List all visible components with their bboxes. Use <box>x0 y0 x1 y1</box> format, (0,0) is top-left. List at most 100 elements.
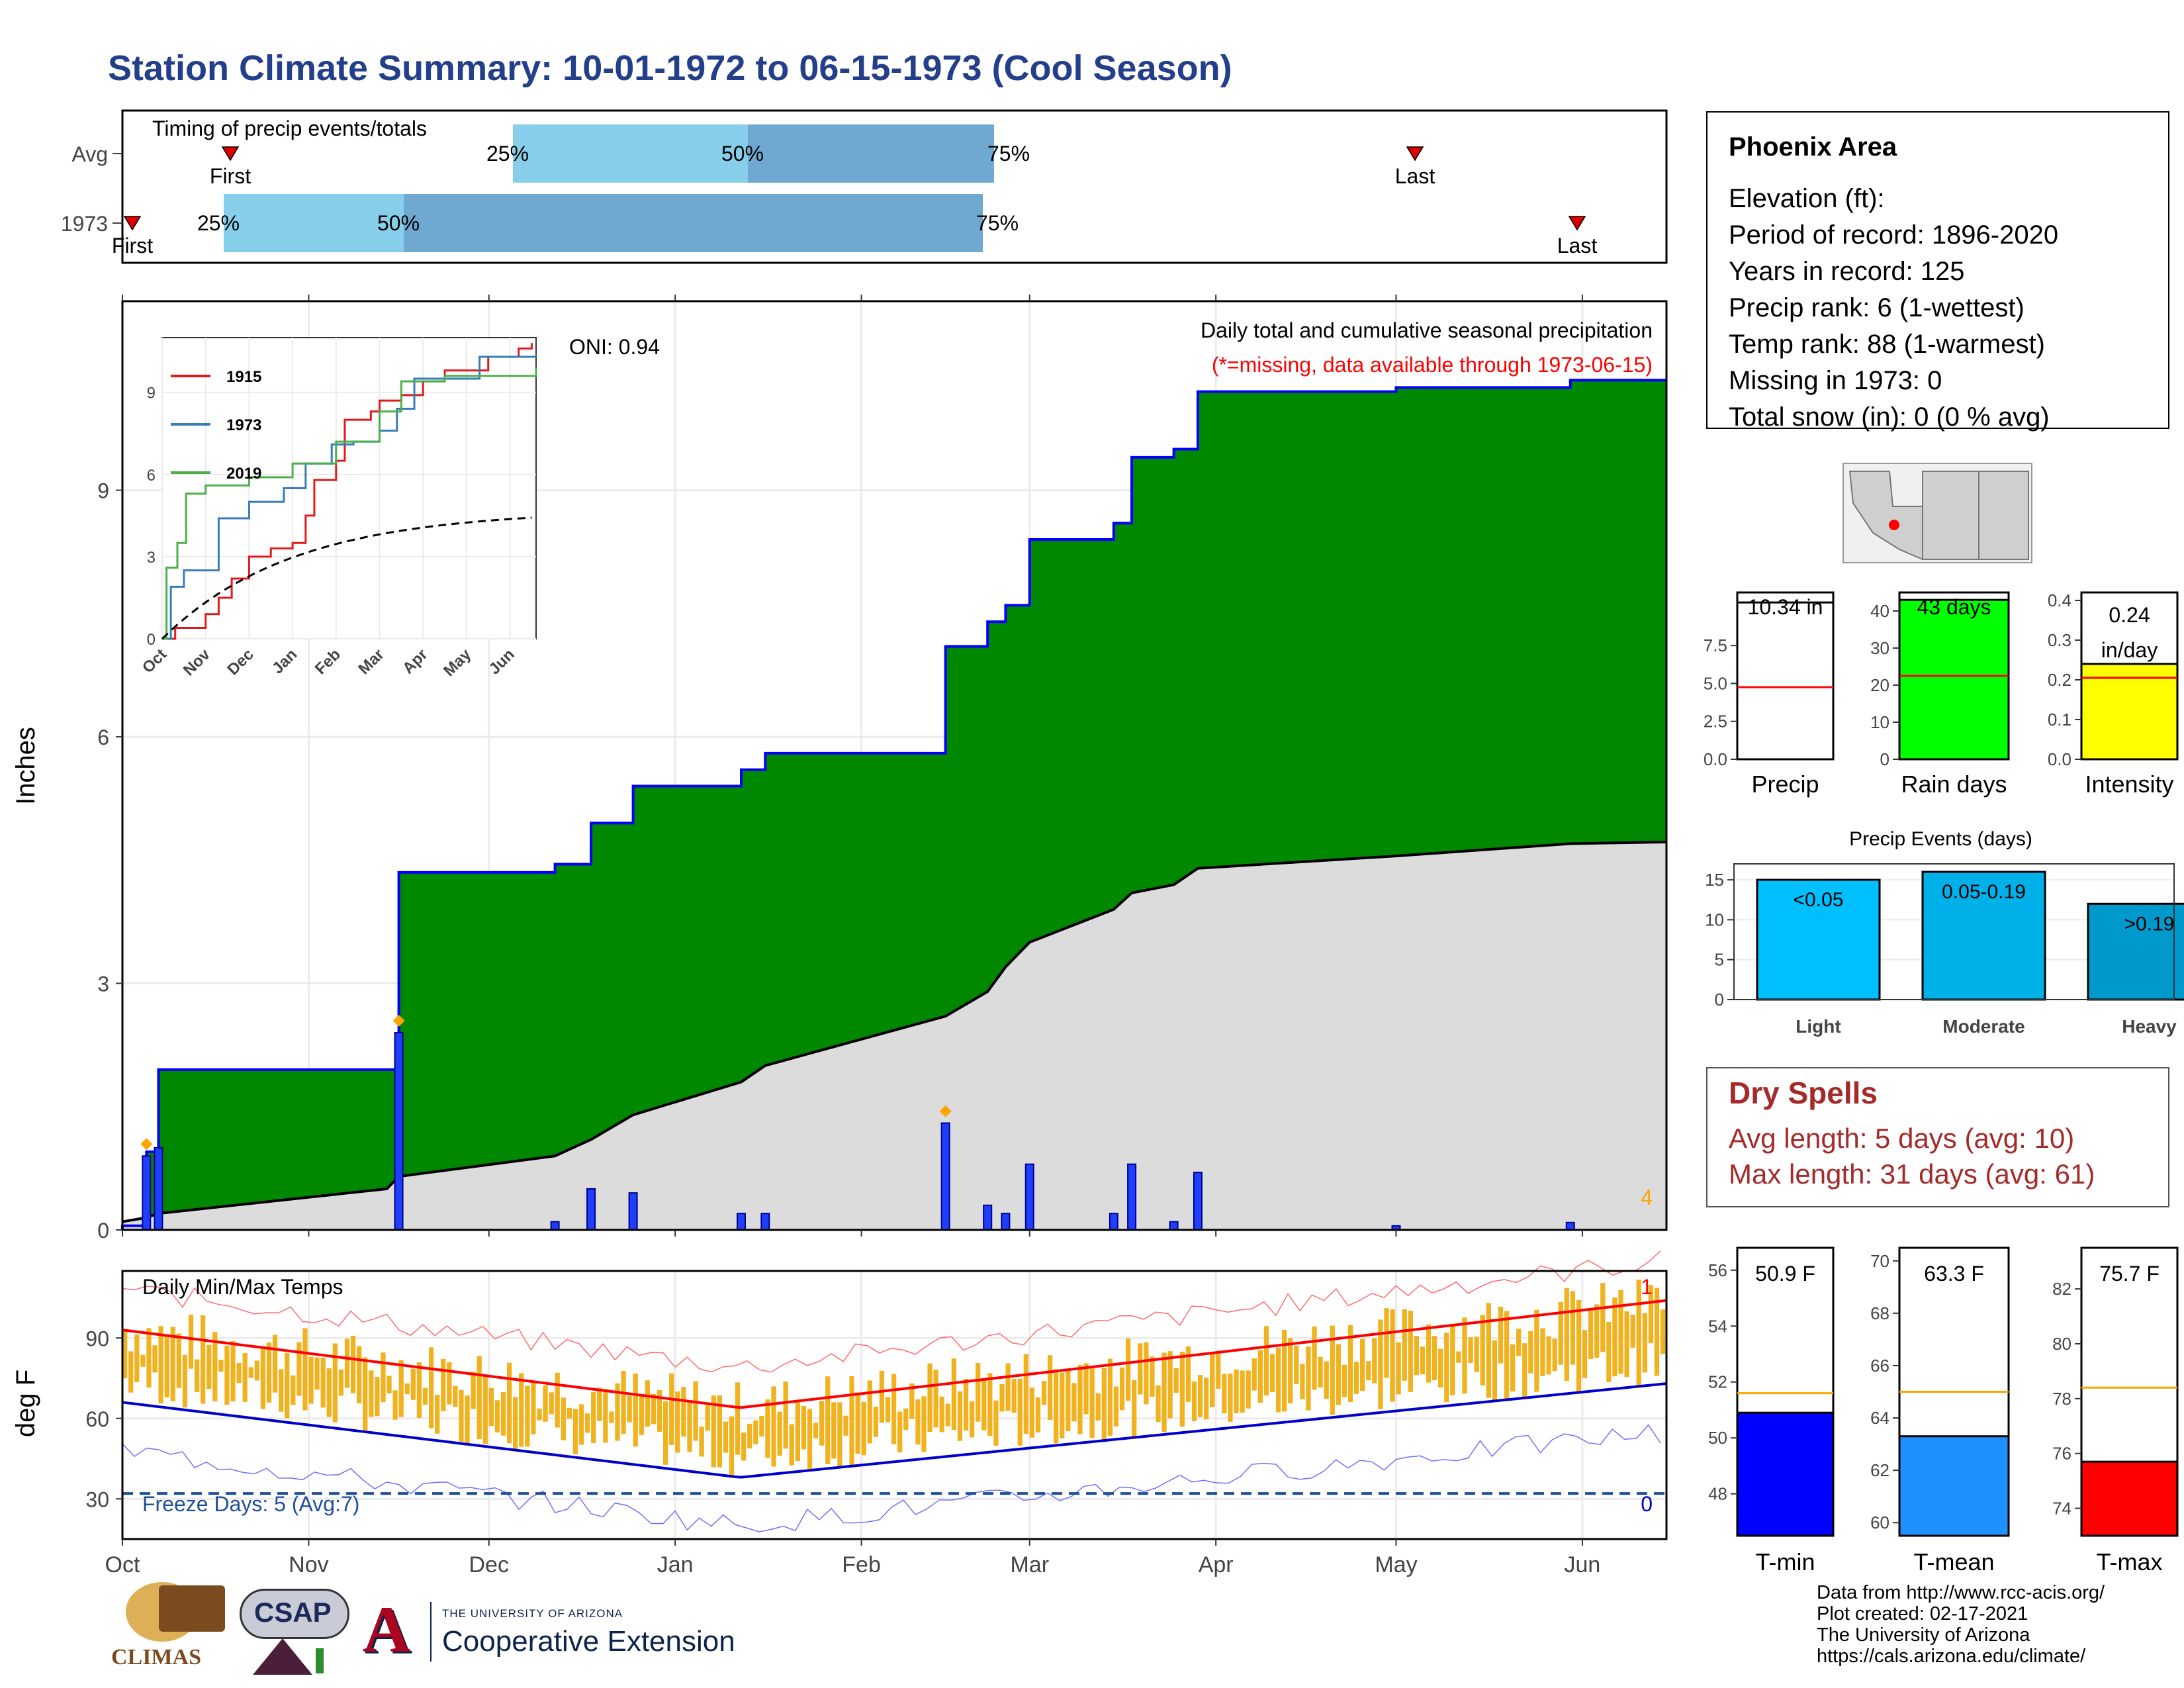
daily-temp-bar <box>981 1378 987 1430</box>
summary-ytick-label: 0.0 <box>1704 749 1727 769</box>
daily-temp-bar <box>1156 1385 1161 1423</box>
daily-temp-bar <box>248 1367 253 1378</box>
timing-bar-early <box>224 194 404 252</box>
station-temp-rank: Temp rank: 88 (1-warmest) <box>1729 330 2045 359</box>
daily-temp-bar <box>1222 1374 1227 1414</box>
dry-spells-avg: Avg length: 5 days (avg: 10) <box>1729 1123 2075 1154</box>
temp-summary-ytick-label: 54 <box>1708 1316 1727 1336</box>
daily-temp-bar <box>1330 1325 1335 1415</box>
daily-temp-bar <box>1384 1308 1389 1378</box>
daily-temp-bar <box>494 1400 500 1432</box>
daily-temp-bar <box>1185 1346 1191 1402</box>
summary-label: Precip <box>1751 771 1819 798</box>
daily-temp-bar <box>578 1404 584 1445</box>
daily-temp-bar <box>747 1423 752 1449</box>
daily-temp-bar <box>1005 1363 1011 1411</box>
timing-q50: 50% <box>377 211 420 235</box>
daily-temp-bar <box>584 1413 590 1433</box>
daily-temp-bar <box>1263 1326 1269 1396</box>
temp-summary-ytick-label: 64 <box>1870 1408 1889 1428</box>
daily-temp-bar <box>1444 1333 1449 1403</box>
daily-temp-bar <box>801 1405 807 1450</box>
summary-bar-frame <box>2080 591 2179 761</box>
daily-temp-bar <box>1210 1353 1215 1407</box>
temp-summary-ytick-label: 62 <box>1870 1460 1889 1480</box>
daily-temp-bar <box>1570 1291 1576 1365</box>
temp-summary-ytick-label: 50 <box>1708 1428 1727 1448</box>
timing-row-label: Avg <box>71 142 108 166</box>
daily-temp-bar <box>993 1400 999 1446</box>
daily-temp-bar <box>1540 1328 1545 1376</box>
daily-temp-bar <box>976 1362 981 1422</box>
ua-logo: A <box>363 1593 411 1666</box>
average-precip-area <box>122 841 1666 1230</box>
daily-precip-bar <box>1193 1172 1203 1231</box>
daily-temp-bar <box>1089 1368 1095 1438</box>
daily-precip-bar <box>1001 1213 1011 1231</box>
inset-panel <box>161 337 537 639</box>
daily-temp-bar <box>1360 1338 1365 1391</box>
temp-summary-frame <box>2080 1246 2179 1537</box>
daily-temp-bar <box>711 1395 716 1468</box>
daily-temp-bar <box>1054 1369 1059 1444</box>
event-bar-label: >0.19 <box>2124 913 2175 935</box>
daily-temp-bar <box>338 1369 344 1396</box>
daily-precip-bar <box>586 1188 596 1231</box>
summary-ytick-label: 0 <box>1880 749 1889 769</box>
daily-temp-bar <box>681 1387 686 1437</box>
daily-temp-bar <box>1035 1397 1041 1432</box>
first-label: First <box>112 234 153 258</box>
summary-ytick-label: 0.2 <box>2048 670 2071 690</box>
daily-temp-bar <box>363 1357 368 1431</box>
daily-temp-bar <box>777 1411 782 1456</box>
daily-temp-bar <box>482 1376 488 1444</box>
station-precip-rank: Precip rank: 6 (1-wettest) <box>1729 293 2025 322</box>
daily-temp-bar <box>537 1408 542 1421</box>
daily-temp-bar <box>260 1348 266 1409</box>
daily-temp-bar <box>1654 1288 1660 1376</box>
daily-temp-bar <box>1125 1338 1131 1401</box>
daily-temp-bar <box>639 1395 644 1435</box>
daily-temp-bar <box>1594 1304 1600 1358</box>
daily-temp-bar <box>1173 1368 1179 1393</box>
ua-small-text: THE UNIVERSITY OF ARIZONA <box>442 1607 623 1620</box>
daily-temp-bar <box>146 1328 152 1388</box>
daily-temp-bar <box>320 1357 326 1408</box>
temp-summary-bar <box>1736 1411 1835 1537</box>
daily-temp-bar <box>266 1342 272 1403</box>
inset-ytick-label: 6 <box>147 467 156 485</box>
daily-temp-bar <box>879 1370 885 1423</box>
daily-temp-bar <box>1372 1338 1377 1383</box>
daily-temp-bar <box>1060 1372 1065 1438</box>
daily-temp-bar <box>230 1340 236 1401</box>
daily-temp-bar <box>1251 1358 1257 1391</box>
csap-logo: CSAP <box>233 1582 352 1681</box>
daily-temp-bar <box>1426 1324 1432 1383</box>
events-ytick-label: 0 <box>1715 990 1724 1009</box>
daily-temp-bar <box>375 1377 380 1417</box>
daily-temp-bar <box>921 1396 927 1452</box>
summary-ytick-label: 30 <box>1870 638 1889 658</box>
precip-ytick-label: 9 <box>97 479 109 503</box>
summary-ytick-label: 0.4 <box>2048 590 2071 610</box>
timing-q25: 25% <box>486 142 529 165</box>
daily-temp-bar <box>1228 1374 1233 1422</box>
event-bar <box>1756 878 1881 1001</box>
daily-temp-bar <box>753 1420 758 1444</box>
summary-ytick-label: 2.5 <box>1704 712 1727 731</box>
daily-temp-bar <box>903 1408 909 1430</box>
precip-ylabel: Inches <box>11 727 40 805</box>
daily-temp-bar <box>488 1387 494 1427</box>
event-category-label: Moderate <box>1942 1016 2025 1037</box>
daily-temp-bar <box>651 1393 657 1425</box>
daily-temp-bar <box>687 1401 692 1452</box>
daily-temp-bar <box>1347 1325 1353 1403</box>
first-marker <box>123 216 142 231</box>
temp-summary-bar <box>2080 1460 2179 1537</box>
footer-plot-created: Plot created: 02-17-2021 <box>1817 1603 2028 1624</box>
daily-temp-bar <box>170 1327 175 1402</box>
daily-temp-bar <box>999 1384 1005 1412</box>
summary-ytick-label: 20 <box>1870 675 1889 695</box>
daily-temp-bar <box>447 1362 452 1405</box>
daily-temp-bar <box>1618 1289 1623 1374</box>
